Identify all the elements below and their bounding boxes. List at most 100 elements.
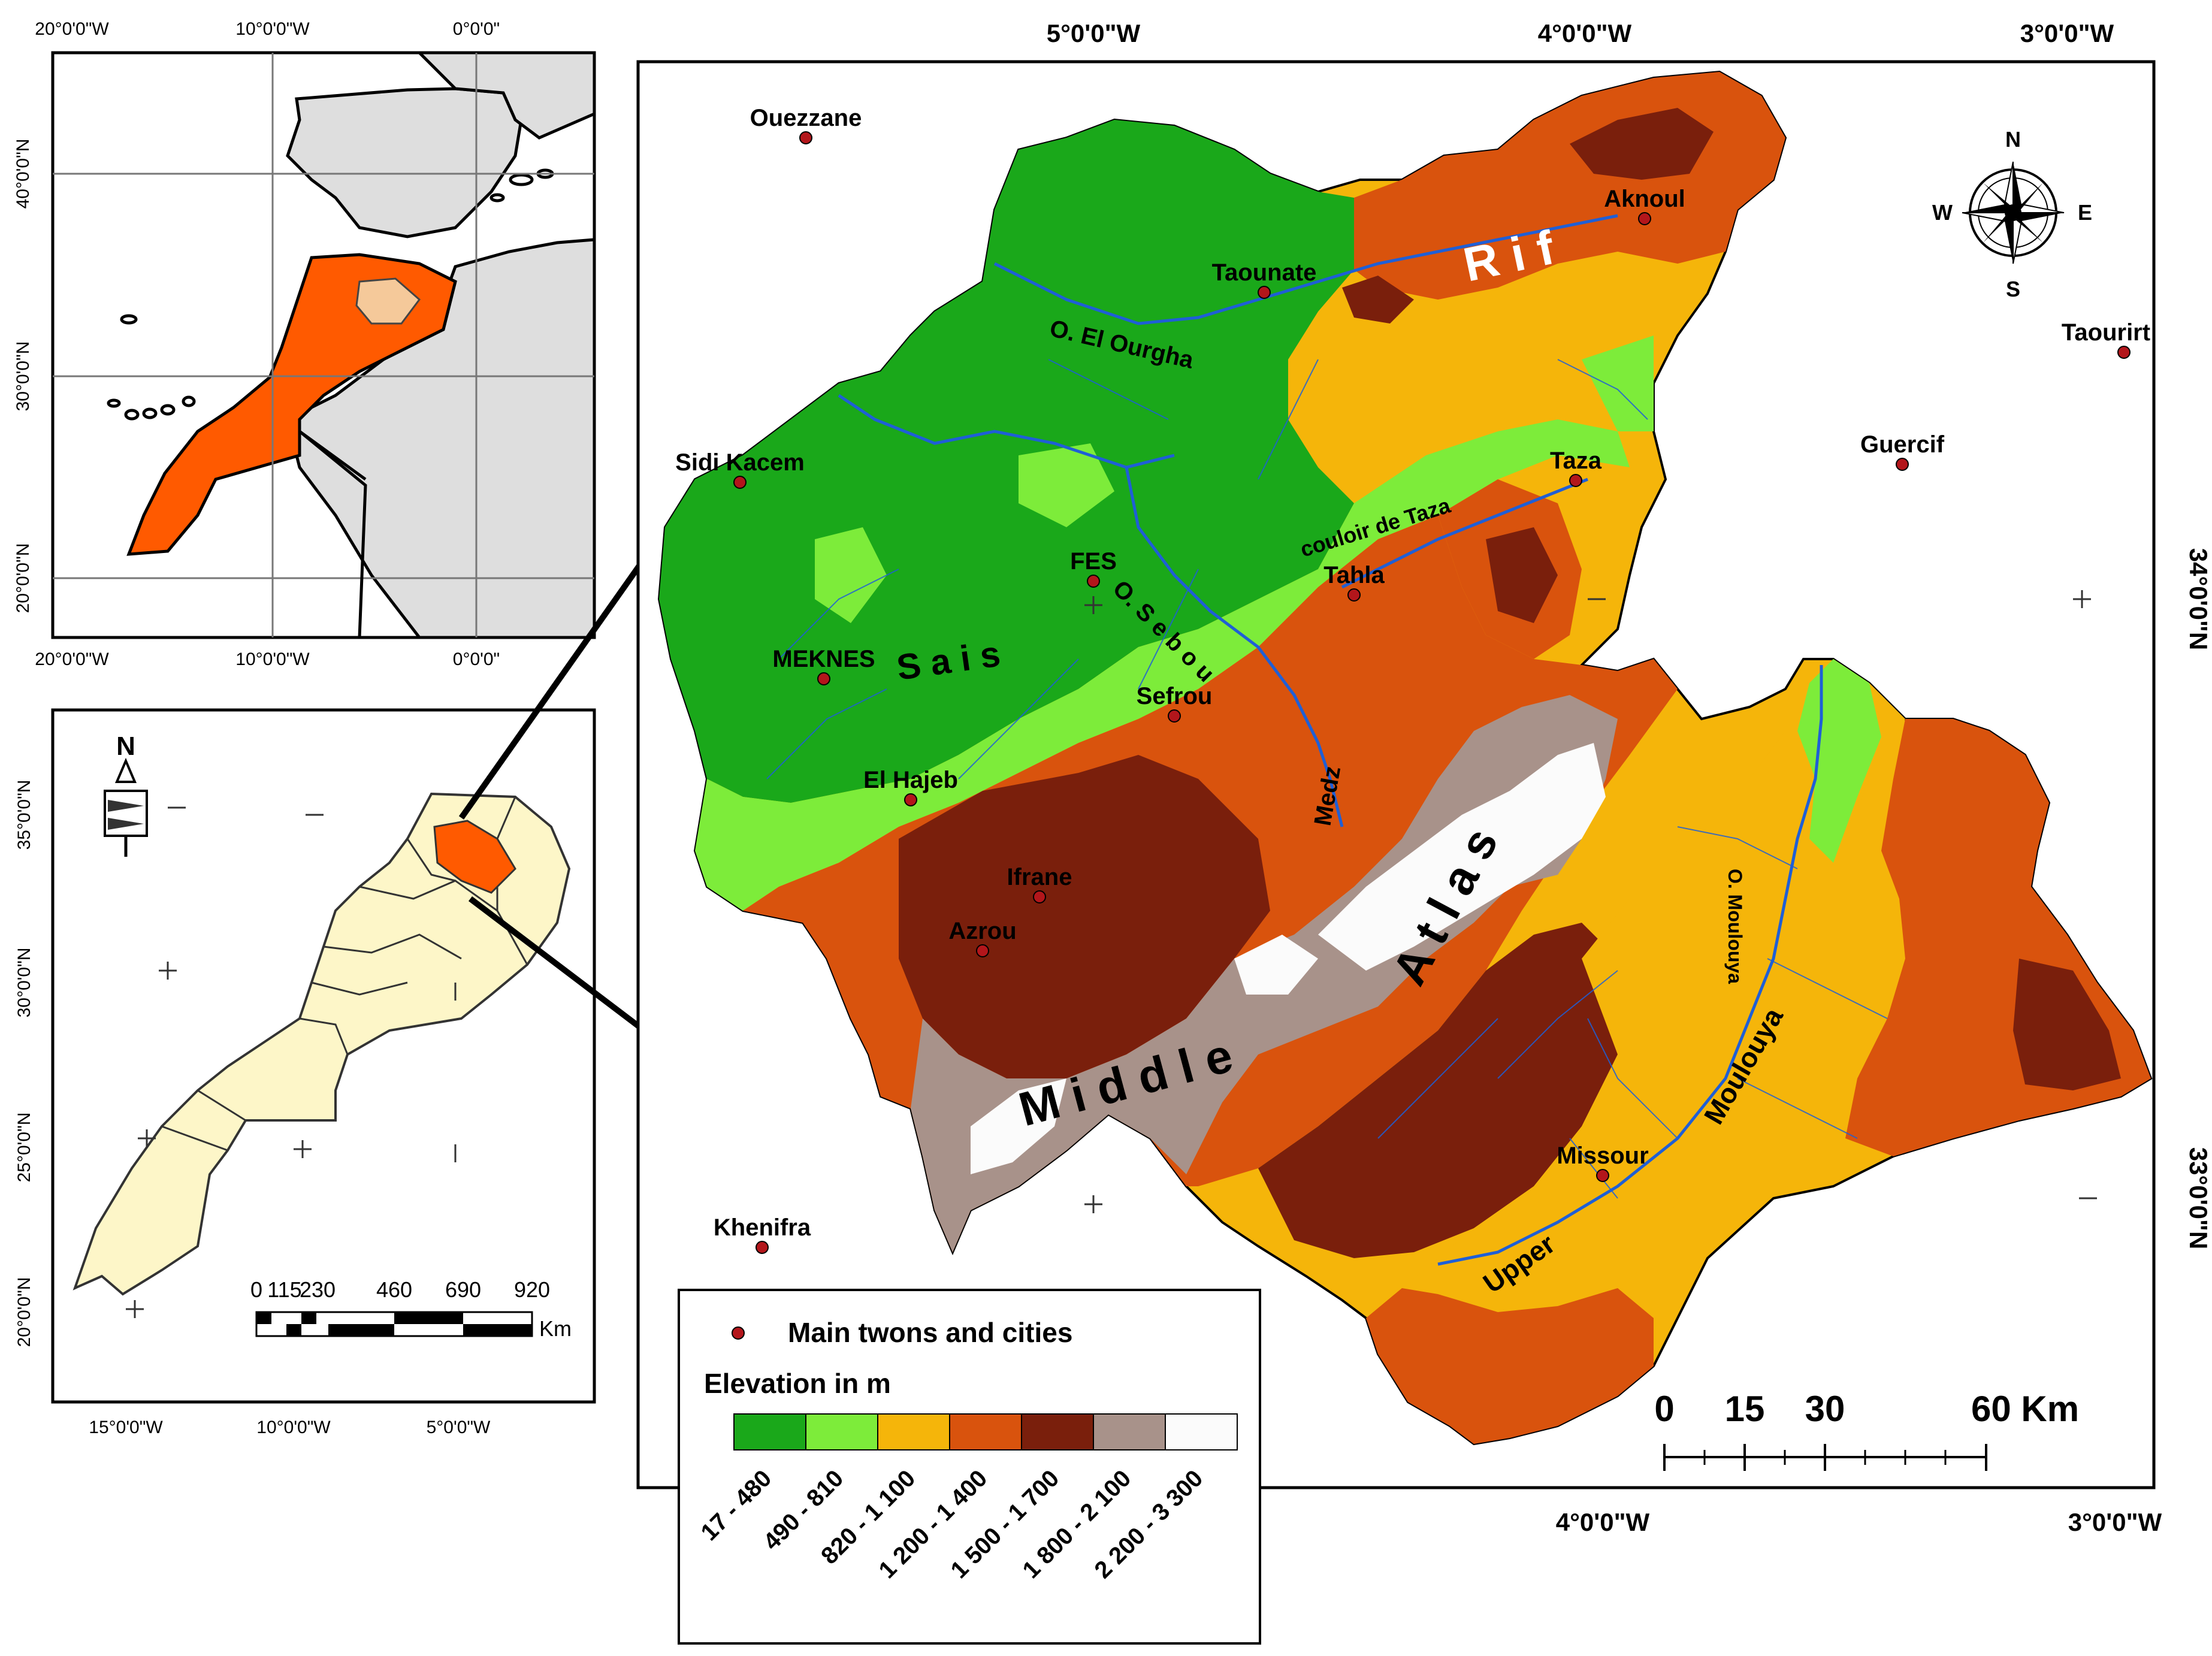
main-scale-bar: 0 15 30 60 Km <box>1654 1389 2079 1471</box>
morocco-regions <box>72 792 571 1296</box>
elevation-1500-1700-rif <box>1570 108 1714 180</box>
inset-morocco-bottom-tick-2: 10°0'0"W <box>256 1418 331 1437</box>
main-scale-30: 30 <box>1805 1389 1845 1429</box>
elevation-17-480 <box>659 120 1354 803</box>
town-tahla: Tahla <box>1323 562 1385 588</box>
elevation-490-810-moulouya <box>1797 659 1881 863</box>
inset-world-left-tick-3: 20°0'0"N <box>13 543 33 614</box>
town-taourirt: Taourirt <box>2062 319 2150 346</box>
legend-towns-label: Main twons and cities <box>788 1317 1072 1348</box>
elevation-1500-1700-rif-2 <box>1342 276 1414 324</box>
legend-town-dot <box>732 1326 745 1340</box>
tributaries <box>766 359 1888 1199</box>
main-graticule-crosses <box>1084 590 2097 1213</box>
inset-scale-115: 115 <box>267 1277 301 1302</box>
inset-scale-460: 460 <box>376 1277 412 1302</box>
town-el-hajeb: El Hajeb <box>863 767 958 793</box>
legend-frame <box>678 1289 1261 1645</box>
town-markers: Ouezzane Aknoul Taounate Taourirt Sidi K… <box>675 105 2150 1254</box>
rivers <box>838 214 1823 1266</box>
town-dot <box>733 476 747 489</box>
main-scale-0: 0 <box>1654 1389 1674 1429</box>
town-dot <box>799 131 812 144</box>
inset-scale-920: 920 <box>514 1277 550 1302</box>
legend-swatch-2200-3300 <box>1165 1413 1238 1450</box>
town-aknoul: Aknoul <box>1604 186 1685 212</box>
town-dot <box>1596 1169 1609 1182</box>
elevation-1500-1700-east <box>2013 959 2121 1090</box>
graticule-crosses <box>126 806 457 1318</box>
town-dot <box>976 944 989 957</box>
town-dot <box>1896 458 1909 471</box>
town-sidi-kacem: Sidi Kacem <box>675 449 805 476</box>
inset-morocco-left-tick-2: 30°0'0"N <box>14 948 34 1018</box>
town-dot <box>817 672 830 685</box>
inset-world-bottom-tick-1: 20°0'0"W <box>35 649 109 669</box>
town-meknes: MEKNES <box>772 646 875 672</box>
town-taza: Taza <box>1550 448 1602 474</box>
main-bottom-tick-2: 3°0'0"W <box>2068 1508 2162 1536</box>
legend-swatch-820-1100 <box>877 1413 950 1450</box>
elevation-2200-3300-patch-2 <box>1234 935 1318 995</box>
compass-w: W <box>1932 200 1953 225</box>
town-fes: FES <box>1070 548 1117 575</box>
legend-swatch-1500-1700 <box>1021 1413 1094 1450</box>
inset-scale-bar: 0 115 230 460 690 920 Km <box>250 1277 572 1341</box>
elevation-490-810-patch-1 <box>815 527 887 623</box>
legend-swatches <box>733 1413 1238 1450</box>
inset-scale-unit: Km <box>539 1316 572 1341</box>
morocco-highlight <box>126 253 457 556</box>
compass-e: E <box>2078 200 2092 225</box>
inset-world-pointer <box>298 430 367 481</box>
town-sefrou: Sefrou <box>1137 683 1213 709</box>
main-scale-15: 15 <box>1725 1389 1765 1429</box>
inset-morocco-bottom-tick-3: 5°0'0"W <box>427 1418 491 1437</box>
town-ifrane: Ifrane <box>1007 864 1072 890</box>
town-dot <box>1087 575 1100 588</box>
inset-north-letter: N <box>116 732 135 761</box>
inset-world-map: 20°0'0"W 10°0'0"W 0°0'0" 20°0'0"W 10°0'0… <box>13 19 596 669</box>
town-missour: Missour <box>1557 1143 1648 1169</box>
inset-border-line <box>298 430 367 638</box>
compass-s: S <box>2006 277 2020 301</box>
couloir-river <box>1341 478 1588 589</box>
legend: Main twons and cities Elevation in m 17 … <box>678 1289 1261 1645</box>
elevation-490-810-patch-2 <box>1019 443 1114 527</box>
elevation-1500-1700-middle-atlas <box>899 755 1270 1078</box>
town-azrou: Azrou <box>948 918 1016 944</box>
town-guercif: Guercif <box>1860 431 1945 458</box>
elevation-490-810 <box>695 419 1630 911</box>
elevation-1500-1700-taza <box>1486 527 1558 623</box>
inset-morocco-left-tick-4: 20°0'0"N <box>14 1277 34 1347</box>
legend-swatch-1800-2100 <box>1093 1413 1166 1450</box>
sebou-upper-river <box>1125 467 1344 827</box>
inset-world-bottom-tick-3: 0°0'0" <box>453 649 500 669</box>
town-dot <box>756 1241 769 1254</box>
town-dot <box>1347 588 1361 602</box>
inset-world-left-tick-2: 30°0'0"N <box>13 342 33 412</box>
compass-rose: N S E W <box>1932 127 2092 301</box>
elevation-1500-1700-central <box>1258 923 1618 1258</box>
inset-morocco-left-tick-1: 35°0'0"N <box>14 780 34 850</box>
legend-elevation-title: Elevation in m <box>704 1368 891 1399</box>
elevation-1200-1400-south <box>1366 1288 1654 1444</box>
town-dot <box>904 793 917 806</box>
main-right-tick-1: 34°0'0"N <box>2184 548 2212 650</box>
main-right-tick-2: 33°0'0"N <box>2184 1147 2212 1249</box>
inset-scale-690: 690 <box>445 1277 481 1302</box>
inset-world-left-tick-1: 40°0'0"N <box>13 139 33 209</box>
legend-swatch-490-810 <box>805 1413 878 1450</box>
inset-world-graticule <box>53 53 594 637</box>
europe-land <box>415 51 596 140</box>
town-dot <box>1638 212 1651 225</box>
town-khenifra: Khenifra <box>714 1214 811 1241</box>
ourgha-river <box>993 214 1618 325</box>
canary-islands <box>107 314 196 421</box>
inset-world-bottom-tick-2: 10°0'0"W <box>235 649 310 669</box>
inset-scale-230: 230 <box>300 1277 336 1302</box>
main-bottom-tick-1: 4°0'0"W <box>1556 1508 1650 1536</box>
town-dot <box>1569 474 1582 487</box>
legend-swatch-17-480 <box>733 1413 806 1450</box>
label-moulouya-river: O. Moulouya <box>1724 869 1746 984</box>
